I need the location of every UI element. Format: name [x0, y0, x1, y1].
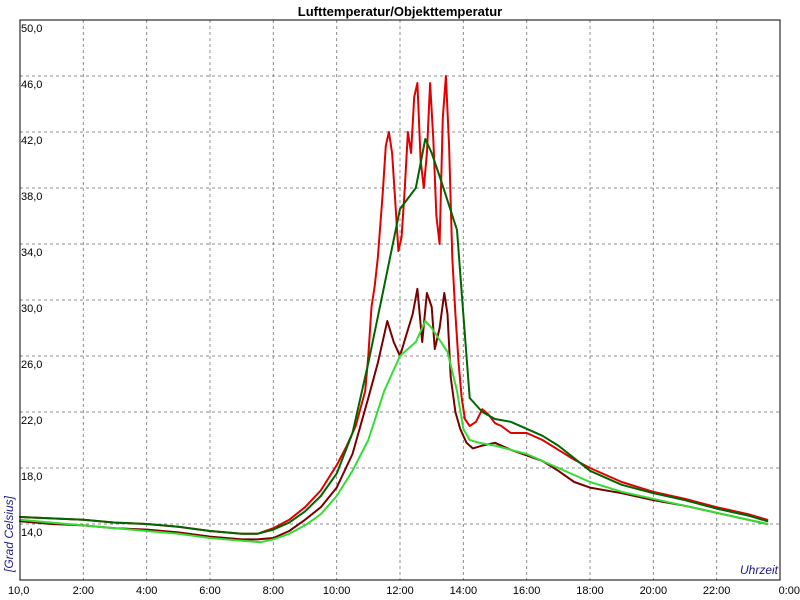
series-line-3 — [19, 287, 769, 541]
y-tick-label: 30,0 — [21, 303, 42, 315]
y-tick-label: 34,0 — [21, 247, 42, 259]
tick-labels: 10,0 2:00 4:00 6:00 8:00 10:00 12:00 14:00 16:00… — [8, 23, 800, 597]
series-line-1 — [19, 75, 769, 535]
x-tick-label: 0:00 — [779, 585, 800, 597]
chart-title: Lufttemperatur/Objekttemperatur — [298, 4, 502, 19]
series-line-4 — [19, 320, 769, 544]
y-tick-label: 50,0 — [21, 23, 42, 35]
x-tick-label: 22:00 — [703, 585, 731, 597]
x-tick-label: 2:00 — [73, 585, 94, 597]
y-tick-label: 26,0 — [21, 359, 42, 371]
x-axis-label: Uhrzeit — [740, 563, 779, 577]
plot-frame — [19, 19, 781, 581]
x-tick-label: 4:00 — [136, 585, 157, 597]
y-tick-label: 46,0 — [21, 79, 42, 91]
x-tick-label: 10:00 — [323, 585, 351, 597]
y-tick-label: 38,0 — [21, 191, 42, 203]
y-tick-label: 22,0 — [21, 415, 42, 427]
x-tick-label: 12:00 — [386, 585, 414, 597]
y-axis-label: [Grad Celsius] — [2, 495, 16, 573]
series-layer — [19, 75, 769, 544]
x-tick-label: 18:00 — [576, 585, 604, 597]
y-tick-label: 18,0 — [21, 471, 42, 483]
y-tick-label: 14,0 — [21, 527, 42, 539]
x-tick-label: 20:00 — [640, 585, 668, 597]
series-line-2 — [19, 138, 769, 535]
x-tick-label: 14:00 — [450, 585, 478, 597]
y-tick-label: 42,0 — [21, 135, 42, 147]
x-tick-label: 10,0 — [8, 585, 29, 597]
x-tick-label: 8:00 — [263, 585, 284, 597]
x-tick-label: 16:00 — [513, 585, 541, 597]
x-tick-label: 6:00 — [199, 585, 220, 597]
